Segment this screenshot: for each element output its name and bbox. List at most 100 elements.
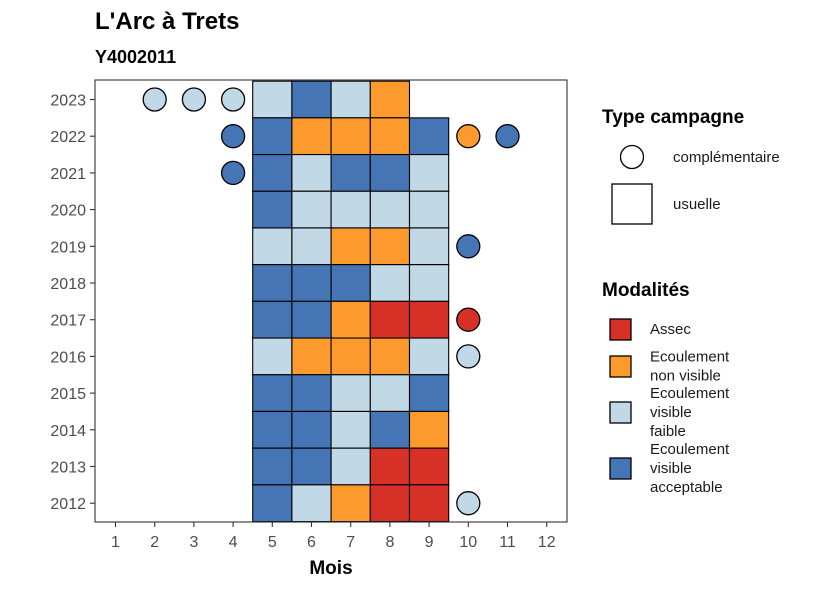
point-2012-m10 [456,491,481,516]
point-2021-m4 [220,160,246,186]
x-axis: 1 2 3 4 5 6 7 8 9 10 11 12 [111,522,556,551]
legend-modalite-key-0 [609,318,632,341]
cell-2023-m8 [369,80,411,119]
cell-2022-m7 [330,117,371,156]
legend-modalites-title: Modalités [602,280,690,301]
legend-type-label-0: complémentaire [673,149,780,166]
legend-modalite-line: acceptable [650,479,723,496]
cell-2017-m9 [408,300,450,339]
cell-2023-m7 [330,80,371,119]
cell-2019-m8 [369,227,411,266]
cell-2016-m5 [252,337,293,376]
cell-2016-m9 [408,337,450,376]
legend-modalite-key-2 [609,401,632,424]
cell-2013-m8 [369,447,411,486]
cell-2014-m7 [330,410,371,449]
point-2016-m10 [456,344,481,369]
y-tick-label-2018: 2018 [50,276,86,293]
legend-modalite-line: Ecoulement [650,349,730,366]
cell-2020-m9 [408,190,450,229]
legend-type-title: Type campagne [602,107,744,128]
y-tick-label-2020: 2020 [50,203,86,220]
legend-modalite-line: Assec [650,321,691,338]
cell-2020-m8 [369,190,411,229]
cell-2014-m6 [291,410,332,449]
cell-2015-m9 [408,374,450,413]
legend-modalite-label-1: Ecoulement non visible [650,349,730,385]
legend-modalite-key-3 [609,457,632,480]
legend-modalite-key-1 [609,355,632,378]
point-2022-m10 [456,124,481,149]
x-tick-label-4: 4 [229,534,238,551]
point-2023-m4 [220,87,246,112]
cell-2017-m5 [252,300,293,339]
y-axis: 2023 2022 2021 2020 2019 2018 2017 2016 2015 2014… [50,93,95,513]
x-tick-label-9: 9 [425,534,434,551]
cell-2019-m5 [252,227,293,266]
x-tick-label-6: 6 [307,534,316,551]
cell-2015-m7 [330,374,371,413]
legend-type-key-0 [619,144,645,170]
cell-2015-m5 [252,374,293,413]
cell-2013-m9 [408,447,450,486]
legend-modalite-line: Ecoulement [650,385,730,402]
legend-modalite-line: non visible [650,368,721,385]
x-tick-label-5: 5 [268,534,277,551]
cell-2021-m6 [291,154,332,192]
cell-2023-m6 [291,80,332,119]
x-tick-label-7: 7 [346,534,355,551]
cell-2012-m8 [369,484,411,523]
point-2023-m2 [142,87,167,112]
cell-2012-m5 [252,484,293,523]
y-tick-label-2016: 2016 [50,349,86,366]
x-tick-label-8: 8 [385,534,394,551]
x-tick-label-11: 11 [499,534,516,551]
x-tick-label-10: 10 [459,534,477,551]
cell-2020-m5 [252,190,293,229]
cell-2014-m5 [252,410,293,449]
cell-2015-m6 [291,374,332,413]
cell-2016-m7 [330,337,371,376]
cell-2021-m9 [408,154,450,192]
x-tick-label-12: 12 [538,534,556,551]
legend-modalite-line: visible [650,460,692,477]
cell-2022-m5 [252,117,293,156]
point-2023-m3 [181,87,207,112]
cell-2021-m7 [330,154,371,192]
y-tick-label-2019: 2019 [50,239,86,256]
cell-2017-m6 [291,300,332,339]
legend: Type campagne Modalités complémentaire us… [602,107,780,496]
cell-2012-m6 [291,484,332,523]
cells-layer [252,80,450,523]
cell-2016-m6 [291,337,332,376]
cell-2014-m9 [408,410,450,449]
cell-2018-m8 [369,264,411,302]
chart-subtitle: Y4002011 [95,47,176,67]
x-axis-title: Mois [309,558,352,579]
cell-2014-m8 [369,410,411,449]
cell-2019-m9 [408,227,450,266]
cell-2017-m7 [330,300,371,339]
cell-2021-m5 [252,154,293,192]
x-tick-label-2: 2 [150,534,159,551]
cell-2019-m6 [291,227,332,266]
legend-modalite-label-0: Assec [650,321,691,338]
cell-2021-m8 [369,154,411,192]
legend-type-label-1: usuelle [673,196,721,213]
cell-2015-m8 [369,374,411,413]
cell-2022-m9 [408,117,450,156]
legend-modalite-line: faible [650,423,686,440]
point-2017-m10 [456,307,481,332]
points-layer [142,87,520,516]
y-tick-label-2015: 2015 [50,386,86,403]
cell-2012-m9 [408,484,450,523]
cell-2018-m5 [252,264,293,302]
y-tick-label-2013: 2013 [50,460,86,477]
cell-2020-m6 [291,190,332,229]
chart-title: L'Arc à Trets [95,8,239,35]
cell-2018-m7 [330,264,371,302]
cell-2023-m5 [252,80,293,119]
y-tick-label-2014: 2014 [50,423,86,440]
y-tick-label-2023: 2023 [50,93,86,110]
